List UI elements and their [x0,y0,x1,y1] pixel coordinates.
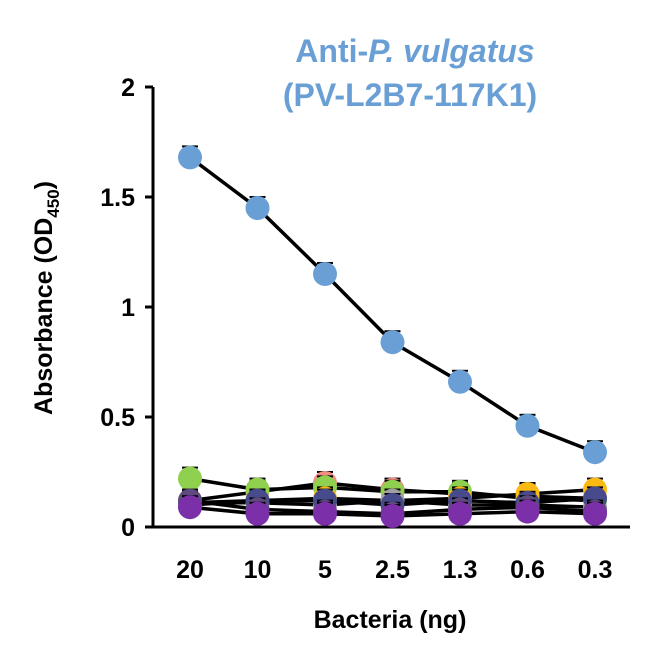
x-axis-label: Bacteria (ng) [314,606,467,634]
x-tick-label: 5 [318,556,332,584]
data-point [178,466,202,491]
y-tick-label: 0.5 [100,404,135,432]
y-axis-label-main: Absorbance (OD [30,218,58,415]
data-point [380,504,405,528]
data-point [313,501,337,526]
y-axis-label-subscript: 450 [44,189,63,217]
x-tick-label: 0.6 [510,556,545,584]
x-tick-label: 20 [176,556,204,584]
y-axis-label: Absorbance (OD450) [30,181,63,415]
data-point [245,196,270,220]
chart-title-line-2: (PV-L2B7-117K1) [283,77,537,113]
x-tick-label: 2.5 [375,556,410,584]
chart-title-species: P. vulgatus [368,33,535,69]
data-point [178,495,202,520]
x-tick-label: 1.3 [443,556,478,584]
y-tick-labels: 0 0.5 1 1.5 2 [100,74,135,542]
data-point [448,369,472,394]
chart-title-prefix: Anti- [295,33,368,69]
data-point [178,145,202,170]
data-point [313,262,337,286]
data-point [515,499,540,524]
y-axis-label-close: ) [30,181,58,189]
y-tick-label: 1.5 [100,184,135,212]
y-tick-label: 1 [121,294,135,322]
data-point [583,440,607,465]
x-tick-label: 0.3 [578,556,613,584]
data-point [448,501,472,526]
x-tick-labels: 20 10 5 2.5 1.3 0.6 0.3 [176,556,612,584]
series-group [178,495,607,528]
y-tick-label: 0 [121,514,135,542]
series-layer [178,145,607,528]
data-point [380,330,405,355]
x-tick-label: 10 [244,556,272,584]
data-point [583,501,607,526]
chart-title-line-1: Anti-P. vulgatus [295,33,534,69]
axes [145,85,630,529]
data-point [515,413,540,438]
y-tick-label: 2 [121,74,135,102]
series-group [178,145,607,465]
data-point [245,501,270,526]
